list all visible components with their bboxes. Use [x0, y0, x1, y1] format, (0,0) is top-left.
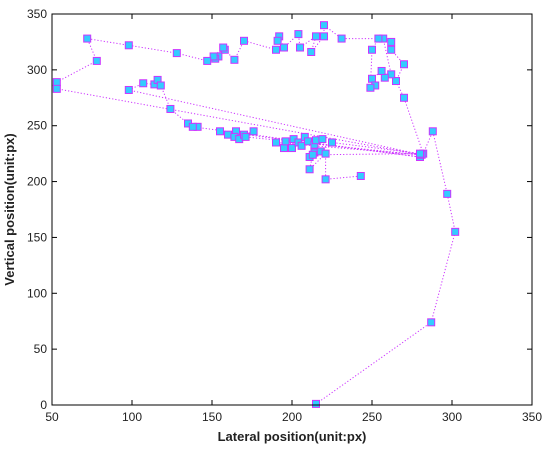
data-point: [318, 135, 327, 144]
data-point: [172, 49, 181, 58]
data-point: [188, 122, 197, 131]
y-tick-label: 150: [27, 230, 47, 244]
data-points: [52, 21, 460, 408]
x-tick-label: 350: [522, 410, 542, 424]
data-point: [281, 137, 290, 146]
data-point: [156, 81, 165, 90]
y-tick-label: 250: [27, 119, 47, 133]
x-tick-label: 250: [362, 410, 382, 424]
y-tick-label: 100: [27, 286, 47, 300]
data-point: [249, 127, 258, 136]
data-point: [400, 60, 408, 69]
x-axis-label: Lateral position(unit:px): [218, 429, 367, 444]
data-point: [305, 165, 314, 174]
data-point: [427, 318, 436, 327]
data-point: [328, 138, 336, 147]
x-tick-label: 150: [202, 410, 222, 424]
data-point: [451, 227, 460, 236]
data-point: [296, 43, 304, 52]
data-point: [337, 34, 346, 43]
data-point: [368, 45, 376, 54]
data-point: [312, 32, 320, 41]
data-point: [307, 47, 316, 56]
x-tick-label: 100: [122, 410, 142, 424]
data-point: [321, 149, 330, 158]
data-point: [294, 30, 303, 39]
data-point: [443, 189, 452, 198]
data-point: [166, 104, 175, 113]
y-tick-label: 50: [34, 342, 48, 356]
data-point: [219, 43, 228, 52]
data-point: [288, 144, 296, 153]
data-point: [272, 138, 280, 147]
x-tick-label: 50: [45, 410, 59, 424]
y-tick-label: 0: [40, 398, 47, 412]
data-point: [368, 74, 376, 83]
y-tick-label: 300: [27, 63, 47, 77]
x-tick-label: 200: [282, 410, 302, 424]
x-tick-label: 300: [442, 410, 462, 424]
data-point: [139, 79, 148, 88]
x-axis-ticks: 50 100 150 200 250 300 350: [45, 14, 542, 424]
data-point: [273, 36, 282, 45]
data-point: [392, 77, 400, 86]
y-tick-label: 200: [27, 175, 47, 189]
data-point: [203, 56, 212, 65]
data-point: [124, 41, 133, 50]
data-point: [216, 127, 224, 136]
data-point: [356, 171, 365, 180]
y-axis-label: Vertical position(unit:px): [2, 133, 17, 285]
data-point: [280, 144, 288, 153]
data-point: [52, 84, 61, 93]
data-point: [83, 34, 92, 43]
data-point: [308, 150, 317, 159]
data-point: [240, 36, 248, 45]
data-point: [241, 132, 250, 141]
data-point: [387, 37, 396, 46]
data-point: [321, 175, 330, 184]
data-point: [124, 85, 133, 94]
data-point: [92, 56, 101, 65]
axes-box: [51, 13, 533, 406]
data-point: [380, 73, 389, 82]
data-point: [230, 55, 239, 64]
data-point: [297, 141, 306, 150]
data-point: [320, 32, 328, 41]
data-point: [209, 52, 218, 61]
data-point: [280, 43, 288, 52]
data-point: [312, 399, 320, 408]
data-point: [320, 21, 328, 30]
y-axis-ticks: 0 50 100 150 200 250 300 350: [27, 7, 532, 412]
data-point: [366, 83, 375, 92]
y-tick-label: 350: [27, 7, 47, 21]
data-point: [400, 93, 408, 102]
data-point: [377, 66, 386, 75]
data-point: [416, 149, 424, 158]
data-point: [272, 45, 280, 54]
data-point: [387, 45, 396, 54]
data-point: [374, 34, 383, 43]
data-point: [52, 78, 61, 87]
data-point: [428, 127, 437, 136]
